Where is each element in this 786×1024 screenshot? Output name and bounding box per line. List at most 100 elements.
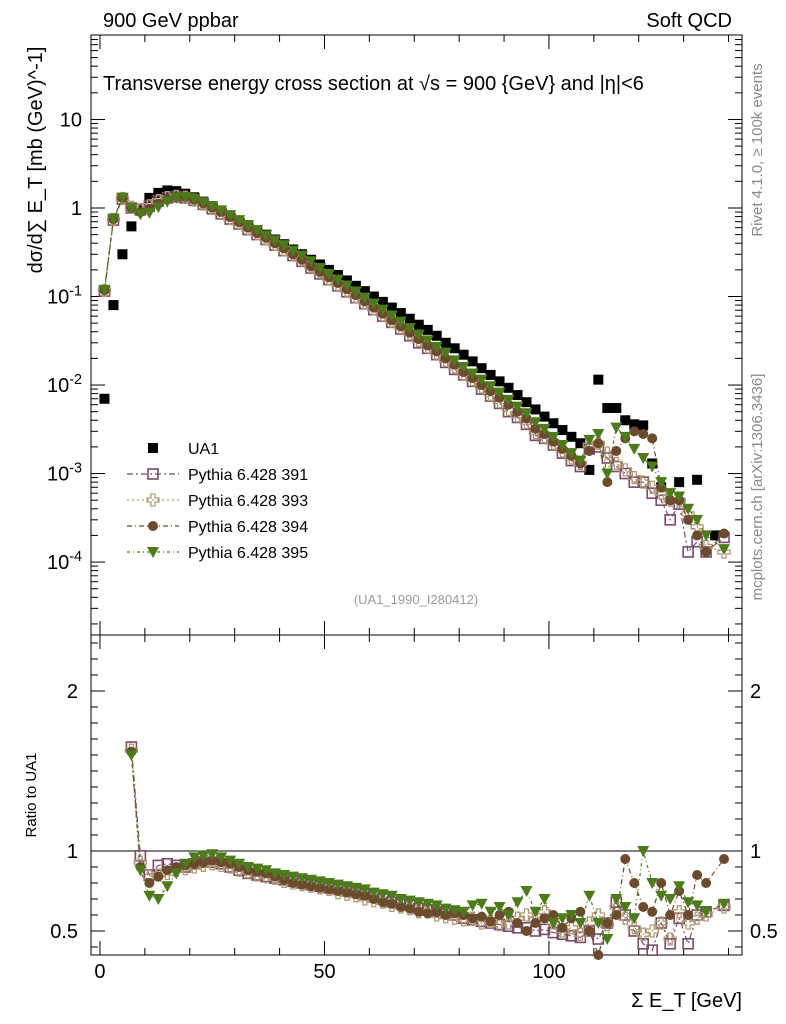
ratio-point [627, 921, 641, 935]
data-point [162, 185, 173, 196]
data-point [566, 431, 577, 442]
data-point [646, 461, 659, 473]
legend-marker [147, 468, 159, 480]
data-point [637, 452, 650, 464]
legend-entry: Pythia 6.428 393 [127, 493, 308, 510]
ratio-point [647, 906, 658, 917]
data-point [584, 464, 595, 475]
ratio-point [700, 906, 713, 918]
data-point [683, 514, 694, 525]
ratio-point [152, 894, 165, 905]
mcplots-credit: mcplots.cern.ch [arXiv:1306.3436] [749, 374, 766, 601]
data-point [153, 187, 164, 198]
data-point [116, 192, 129, 204]
ratio-point [485, 916, 496, 927]
ratio-point [637, 846, 650, 857]
data-point [350, 280, 361, 291]
data-point [584, 445, 595, 456]
ratio-point [484, 906, 497, 918]
data-point [493, 387, 506, 399]
ratio-point [358, 884, 371, 896]
data-point [125, 202, 138, 214]
data-point [530, 404, 541, 415]
data-point [152, 202, 165, 214]
ratio-point [153, 871, 164, 882]
data-point [665, 495, 676, 506]
data-point [538, 423, 551, 435]
ratio-y-tick-label: 2 [67, 681, 78, 703]
data-point [512, 390, 523, 401]
data-point [403, 323, 416, 335]
ratio-point [476, 911, 487, 922]
ratio-point [350, 889, 361, 900]
ratio-point [288, 878, 299, 888]
data-point [431, 330, 442, 341]
ratio-point [179, 858, 192, 870]
ratio-point [574, 931, 587, 944]
data-point [700, 530, 713, 542]
ratio-point [439, 903, 452, 915]
ratio-point [663, 932, 677, 946]
header-left: 900 GeV ppbar [103, 10, 239, 32]
legend-marker [148, 521, 158, 531]
ratio-y-tick-label-right: 1 [750, 841, 761, 863]
data-point [430, 341, 443, 353]
ratio-point [494, 910, 505, 920]
data-point [179, 192, 192, 204]
ratio-point [394, 894, 407, 905]
ratio-y-tick-label-right: 2 [750, 681, 761, 703]
ratio-point [574, 918, 587, 929]
legend-label: Pythia 6.428 393 [188, 493, 308, 510]
ratio-point [125, 750, 138, 761]
data-point [359, 286, 370, 297]
data-point [331, 274, 344, 286]
legend-label: Pythia 6.428 391 [188, 467, 308, 484]
data-point [618, 463, 632, 477]
data-point [341, 275, 352, 286]
data-point [224, 210, 237, 222]
data-point [404, 313, 415, 324]
x-axis-label: Σ E_T [GeV] [631, 990, 742, 1012]
legend-marker [148, 443, 158, 453]
data-point [206, 201, 219, 213]
ratio-point [573, 927, 588, 941]
ratio-y-tick-label: 1 [67, 841, 78, 863]
data-point [611, 403, 622, 414]
ratio-point [655, 890, 668, 902]
ratio-point [251, 863, 264, 875]
data-point [126, 221, 137, 232]
main-panel: 10-4 10-3 10-2 10-1 1 10 Transverse energy cr… [25, 34, 743, 636]
ratio-point [512, 918, 523, 928]
data-point [421, 335, 434, 347]
data-point [602, 477, 613, 488]
ratio-point [162, 865, 173, 876]
ratio-point [501, 916, 516, 930]
legend-label: Pythia 6.428 394 [188, 519, 308, 536]
data-point [718, 544, 731, 556]
data-point [385, 310, 398, 322]
data-point [313, 262, 326, 274]
rivet-version: Rivet 4.1.0, ≥ 100k events [749, 63, 766, 236]
data-point [107, 213, 120, 225]
ratio-point [134, 865, 147, 877]
data-point [412, 329, 425, 341]
ratio-point [692, 870, 703, 880]
data-point [422, 324, 433, 335]
ratio-point [645, 924, 659, 938]
data-point [583, 434, 596, 446]
data-point [394, 316, 407, 328]
ratio-point [322, 878, 335, 889]
ratio-point [332, 886, 343, 896]
data-point [215, 205, 228, 217]
data-point [565, 448, 578, 460]
data-point [395, 308, 406, 319]
data-point [701, 546, 712, 557]
ratio-point [583, 890, 596, 902]
ratio-data [124, 741, 731, 960]
x-tick-label: 100 [532, 961, 565, 983]
data-point [233, 215, 246, 227]
legend-entry: UA1 [148, 441, 219, 458]
ratio-point [521, 926, 532, 936]
ratio-point [413, 906, 424, 917]
